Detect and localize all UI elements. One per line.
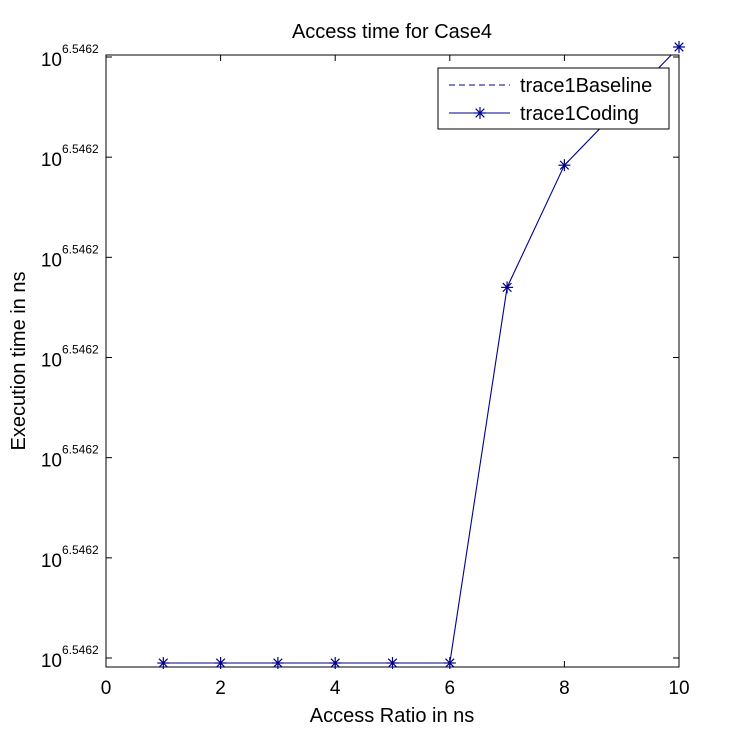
marker-stroke	[559, 160, 570, 170]
marker-stroke	[215, 658, 226, 668]
y-axis: 106.5462106.5462106.5462106.5462106.5462…	[41, 42, 679, 672]
data-point-trace1Coding	[558, 159, 571, 172]
marker-stroke	[445, 658, 455, 668]
legend-marker-asterisk	[474, 107, 486, 119]
y-tick-label-base: 10	[41, 50, 62, 71]
y-axis-label: Execution time in ns	[8, 272, 30, 451]
marker-stroke	[158, 658, 169, 668]
x-tick-label: 2	[215, 678, 226, 699]
data-point-trace1Coding	[214, 657, 227, 670]
y-tick-label-base: 10	[41, 351, 62, 372]
data-point-trace1Coding	[271, 657, 284, 670]
chart-title: Access time for Case4	[292, 21, 492, 43]
y-tick-label-exponent: 6.5462	[62, 242, 99, 256]
y-tick-label-exponent: 6.5462	[62, 443, 99, 457]
x-tick-label: 4	[330, 678, 341, 699]
y-tick-label-exponent: 6.5462	[62, 142, 99, 156]
series-layer	[157, 40, 685, 670]
data-point-trace1Coding	[157, 657, 170, 670]
legend-box	[437, 67, 670, 130]
legend-label-trace1Coding: trace1Coding	[520, 103, 639, 125]
marker-stroke	[674, 42, 684, 52]
y-tick-label-base: 10	[41, 451, 62, 472]
legend-label-trace1Baseline: trace1Baseline	[520, 75, 652, 97]
y-tick-label-exponent: 6.5462	[62, 643, 99, 657]
data-point-trace1Coding	[329, 657, 342, 670]
marker-stroke	[475, 108, 485, 118]
x-tick-label: 0	[101, 678, 112, 699]
y-tick-label-base: 10	[41, 651, 62, 672]
plot-area	[105, 54, 680, 668]
axes-box	[105, 54, 680, 668]
y-tick-label-base: 10	[41, 250, 62, 271]
y-tick-label-base: 10	[41, 551, 62, 572]
marker-stroke	[387, 658, 398, 668]
x-tick-label: 6	[445, 678, 456, 699]
x-axis: 0 2 4 6 8 10	[101, 55, 690, 699]
marker-stroke	[502, 282, 512, 293]
marker-stroke	[273, 658, 283, 668]
y-tick-label-exponent: 6.5462	[62, 343, 99, 357]
data-point-trace1Coding	[443, 657, 456, 670]
legend: trace1Baseline trace1Coding	[437, 67, 670, 130]
data-point-trace1Coding	[386, 657, 399, 670]
y-tick-label-exponent: 6.5462	[62, 543, 99, 557]
marker-stroke	[330, 658, 340, 668]
y-tick-label-exponent: 6.5462	[62, 42, 99, 56]
x-tick-label: 8	[559, 678, 570, 699]
legend-marker-asterisk-icon	[474, 107, 486, 119]
x-axis-label: Access Ratio in ns	[310, 705, 475, 727]
data-point-trace1Coding	[673, 40, 685, 53]
data-point-trace1Coding	[501, 281, 514, 294]
x-tick-label: 10	[668, 678, 689, 699]
y-tick-label-base: 10	[41, 150, 62, 171]
